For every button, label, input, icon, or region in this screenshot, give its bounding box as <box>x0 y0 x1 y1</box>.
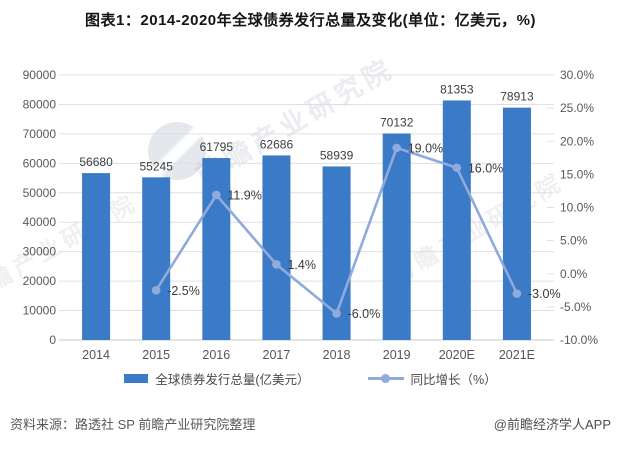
y2-axis-tick-label: 30.0% <box>560 68 594 82</box>
line-marker <box>452 163 462 173</box>
y-axis-tick-label: 40000 <box>23 215 57 229</box>
line-value-label: -3.0% <box>528 287 561 301</box>
line-value-label: 1.4% <box>287 258 316 272</box>
bar-value-label: 78913 <box>500 90 534 104</box>
brand-text: @前瞻经济学人APP <box>493 417 611 432</box>
y2-axis-tick-label: 25.0% <box>560 101 594 115</box>
bar-series-swatch-icon <box>124 374 149 383</box>
y-axis-tick-label: 30000 <box>23 245 57 259</box>
bar-value-label: 56680 <box>79 155 113 169</box>
y2-axis-tick-label: -5.0% <box>560 300 592 314</box>
bar-value-label: 81353 <box>440 82 474 96</box>
x-axis-label: 2021E <box>499 348 535 362</box>
chart-svg: 0 10000 20000 30000 40000 50000 60000 70000 8000… <box>23 68 599 362</box>
y2-axis-tick-label: 0.0% <box>560 267 588 281</box>
y2-axis-tick-label: 15.0% <box>560 167 594 181</box>
bar <box>442 100 471 341</box>
bar <box>262 155 291 340</box>
bar-value-label: 70132 <box>380 116 414 130</box>
bar <box>202 158 231 340</box>
line-marker <box>212 190 221 200</box>
line-marker <box>392 143 401 153</box>
legend-label-line: 同比增长（%） <box>410 373 497 387</box>
y2-axis-tick-label: 10.0% <box>560 201 594 215</box>
x-axis-label: 2020E <box>439 348 475 362</box>
y-axis-tick-label: 80000 <box>23 97 57 111</box>
y-axis-tick-label: 50000 <box>23 186 57 200</box>
bar <box>82 173 111 340</box>
source-text: 资料来源：路透社 SP 前瞻产业研究院整理 <box>10 417 256 432</box>
bar-value-label: 62686 <box>260 137 294 151</box>
y-axis-tick-label: 70000 <box>23 127 57 141</box>
bar-value-label: 55245 <box>140 159 174 173</box>
x-axis-label: 2015 <box>142 348 170 362</box>
bar <box>502 107 531 340</box>
line-value-label: 19.0% <box>408 141 443 155</box>
chart-legend: 全球债券发行总量(亿美元） 同比增长（%） <box>0 369 621 388</box>
line-series-swatch-icon <box>367 374 404 383</box>
y2-axis-tick-label: -10.0% <box>560 333 598 347</box>
bar-value-label: 58939 <box>320 148 354 162</box>
line-value-label: -6.0% <box>348 307 381 321</box>
y-axis-tick-label: 60000 <box>23 156 57 170</box>
bar-value-label: 61795 <box>200 140 234 154</box>
x-axis-label: 2017 <box>263 348 291 362</box>
legend-label-bars: 全球债券发行总量(亿美元） <box>155 373 310 387</box>
x-axis-label: 2019 <box>383 348 411 362</box>
line-value-label: 16.0% <box>468 161 503 175</box>
line-marker <box>272 260 281 269</box>
line-value-label: 11.9% <box>227 188 262 202</box>
x-axis-label: 2014 <box>82 348 110 362</box>
legend-item-line: 同比增长（%） <box>367 369 497 388</box>
line-marker <box>332 309 341 318</box>
legend-item-bars: 全球债券发行总量(亿美元） <box>124 369 310 388</box>
y-axis-tick-label: 20000 <box>23 274 57 288</box>
chart-area: 前瞻产业研究院 前瞻产业研究院 前瞻产业研究院 0 10000 20000 30000… <box>0 53 621 374</box>
y-axis-tick-label: 0 <box>49 333 56 347</box>
line-value-label: -2.5% <box>167 284 200 298</box>
bar <box>142 177 171 340</box>
line-marker <box>151 286 161 295</box>
chart-title: 图表1：2014-2020年全球债券发行总量及变化(单位：亿美元，%) <box>85 12 536 29</box>
y2-axis-tick-label: 20.0% <box>560 134 594 148</box>
x-axis-label: 2018 <box>323 348 351 362</box>
bar <box>382 133 411 340</box>
footer: 资料来源：路透社 SP 前瞻产业研究院整理 @前瞻经济学人APP <box>10 414 611 433</box>
y-axis-tick-label: 90000 <box>23 68 57 82</box>
y-axis-tick-label: 10000 <box>23 304 57 318</box>
y2-axis-tick-label: 5.0% <box>560 234 588 248</box>
x-axis-label: 2016 <box>202 348 230 362</box>
line-marker <box>512 289 522 298</box>
